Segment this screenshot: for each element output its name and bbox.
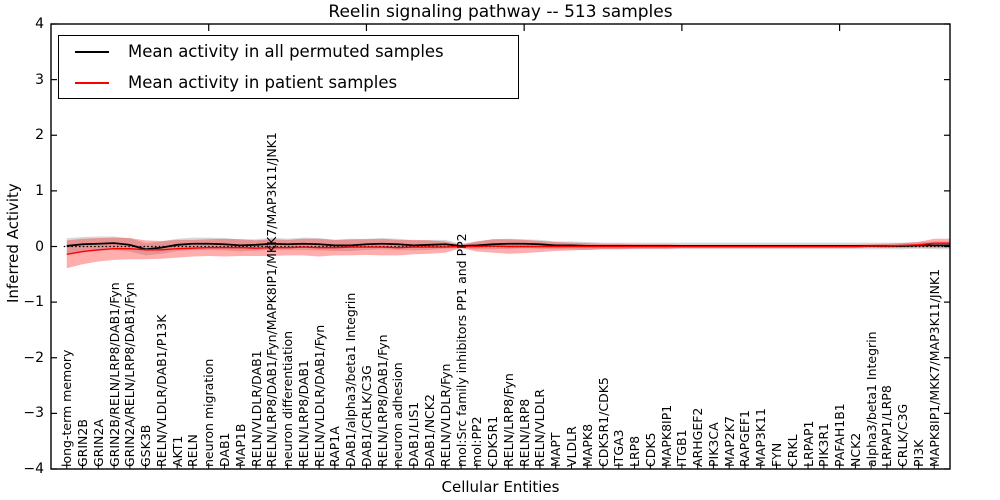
x-tick-label: RELN/VLDLR/DAB1/Fyn	[311, 324, 327, 467]
x-tick-label: LRP8	[627, 435, 643, 467]
x-tick-label: PI3K	[910, 439, 926, 467]
x-tick-label: long-term memory	[59, 349, 75, 467]
x-tick-label: LRPAP1/LRP8	[879, 385, 895, 467]
x-tick-label: neuron differentiation	[280, 330, 296, 467]
x-tick-label: VLDLR	[563, 426, 579, 467]
x-tick-label: GSK3B	[138, 424, 154, 467]
legend-line-black	[75, 50, 109, 53]
x-tick-label: DAB1	[216, 432, 232, 468]
x-tick-label: RELN	[185, 434, 201, 467]
x-tick-label: RELN/VLDLR/Fyn	[437, 363, 453, 467]
x-tick-label: RELN/LRP8/DAB1/Fyn/MAPK8IP1/MKK7/MAP3K11…	[264, 132, 280, 467]
legend-box: Mean activity in all permuted samples Me…	[58, 35, 519, 99]
x-tick-label: ITGB1	[674, 429, 690, 467]
x-tick-label: FYN	[769, 442, 784, 467]
x-tick-label: GRIN2A/RELN/LRP8/DAB1/Fyn	[122, 282, 138, 467]
x-tick-label: RELN/VLDLR/DAB1	[248, 350, 264, 467]
x-tick-label: DAB1/CRLK/C3G	[358, 365, 374, 467]
x-tick-label: MAPK8IP1/MKK7/MAP3K11/JNK1	[926, 268, 942, 467]
y-tick-label: 0	[35, 238, 44, 255]
y-tick-label: 1	[35, 182, 44, 199]
x-tick-label: CDK5R1	[485, 415, 501, 467]
x-tick-label: RELN/LRP8/DAB1	[295, 360, 311, 467]
y-tick-label: −2	[23, 349, 44, 366]
x-tick-label: MAPK8IP1	[658, 404, 674, 467]
x-tick-label: MAPT	[548, 432, 564, 467]
x-tick-label: neuron adhesion	[390, 362, 406, 467]
band-patient	[66, 237, 951, 269]
x-tick-label: MAPK8	[579, 423, 595, 467]
x-tick-label: alpha3/beta1 Integrin	[863, 331, 879, 467]
legend-line-red	[75, 81, 109, 84]
x-tick-label: PAFAH1B1	[832, 403, 848, 467]
x-tick-label: GRIN2B	[75, 419, 91, 467]
x-tick-label: ITGA3	[611, 429, 627, 467]
x-tick-label: RELN/LRP8	[516, 398, 532, 467]
y-tick-label: −1	[23, 294, 44, 311]
x-tick-label: CDK5	[642, 432, 658, 467]
x-tick-label: RELN/LRP8/Fyn	[500, 373, 516, 467]
x-tick-label: MAP3K11	[753, 408, 769, 467]
x-tick-label: MAP1B	[232, 423, 248, 467]
x-tick-label: RELN/VLDLR/DAB1/P13K	[153, 314, 169, 467]
x-tick-label: PIK3CA	[705, 422, 721, 467]
x-tick-label: GRIN2B/RELN/LRP8/DAB1/Fyn	[106, 282, 122, 467]
legend-entry-permuted: Mean activity in all permuted samples	[59, 36, 518, 67]
chart-title: Reelin signaling pathway -- 513 samples	[328, 2, 673, 22]
x-tick-label: DAB1/LIS1	[406, 401, 422, 467]
x-tick-label: CDK5R1/CDK5	[595, 377, 611, 467]
y-tick-label: 4	[35, 16, 44, 32]
x-tick-label: AKT1	[169, 435, 185, 467]
x-tick-label: RAP1A	[327, 426, 343, 467]
y-tick-label: −3	[23, 405, 44, 422]
y-tick-label: 3	[35, 71, 44, 88]
x-tick-label: DAB1/NCK2	[422, 394, 438, 467]
legend-label: Mean activity in all permuted samples	[128, 42, 444, 61]
line-patient	[66, 242, 950, 255]
x-tick-label: CRLK/C3G	[895, 403, 911, 467]
x-tick-label: RELN/LRP8/DAB1/Fyn	[374, 334, 390, 467]
y-tick-label: −4	[23, 461, 44, 477]
y-tick-label: 2	[35, 127, 44, 144]
x-tick-label: RAPGEF1	[737, 410, 753, 467]
x-tick-label: neuron migration	[201, 358, 217, 467]
x-tick-label: ARHGEF2	[690, 407, 706, 467]
x-tick-label: NCK2	[847, 432, 863, 467]
x-axis-label: Cellular Entities	[441, 478, 560, 496]
x-tick-label: MAP2K7	[721, 416, 737, 467]
x-tick-label: PIK3R1	[816, 422, 832, 467]
x-tick-label: GRIN2A	[90, 419, 106, 467]
x-tick-label: CRKL	[784, 434, 800, 467]
legend-label: Mean activity in patient samples	[128, 73, 398, 92]
x-tick-label: DAB1/alpha3/beta1 Integrin	[343, 292, 359, 467]
x-tick-label: mol:PP2	[469, 416, 485, 467]
x-tick-label: LRPAP1	[800, 420, 816, 467]
x-tick-label: mol:Src family inhibitors PP1 and PP2	[453, 233, 469, 467]
x-tick-label: RELN/VLDLR	[532, 389, 548, 467]
legend-entry-patient: Mean activity in patient samples	[59, 67, 518, 98]
